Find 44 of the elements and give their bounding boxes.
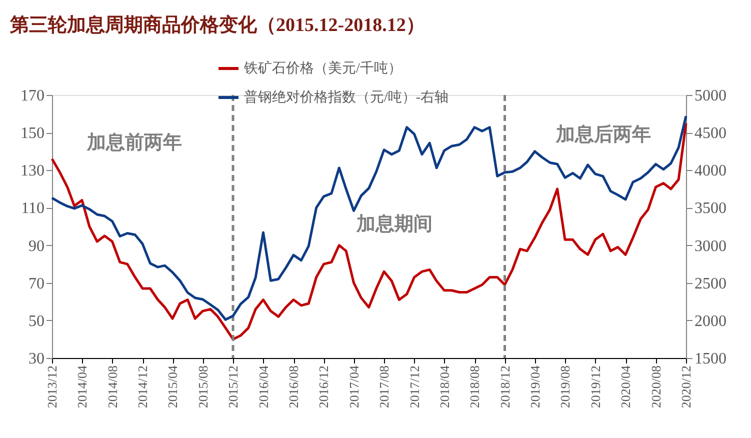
x-tick-label: 2016/12 (316, 366, 332, 408)
y2-tick-label: 2000 (694, 312, 726, 330)
x-tick-label: 2020/04 (618, 365, 633, 408)
y2-tick-label: 3500 (694, 200, 726, 218)
y2-tick-label: 5000 (694, 88, 726, 104)
x-tick-label: 2018/04 (436, 365, 452, 408)
x-tick-label: 2017/08 (376, 366, 392, 408)
y2-tick-label: 2500 (694, 275, 726, 292)
x-tick-label: 2019/12 (588, 366, 603, 408)
x-tick-label: 2019/04 (527, 365, 542, 408)
x-tick-label: 2015/08 (195, 366, 210, 408)
legend-label: 铁矿石价格（美元/千吨） (243, 60, 402, 76)
y-tick-label: 50 (28, 312, 44, 330)
y2-tick-label: 1500 (694, 350, 726, 368)
annotation: 加息期间 (355, 212, 432, 235)
x-tick-label: 2014/04 (74, 365, 90, 408)
x-tick-label: 2018/12 (497, 366, 512, 408)
y-tick-label: 90 (28, 238, 44, 255)
y-tick-label: 150 (20, 125, 44, 142)
x-tick-label: 2017/12 (406, 366, 422, 408)
legend-label: 普钢绝对价格指数（元/吨）-右轴 (244, 88, 449, 106)
x-tick-label: 2015/12 (226, 366, 240, 408)
x-tick-label: 2017/04 (346, 365, 362, 408)
x-tick-label: 2013/12 (44, 366, 60, 408)
chart-title: 第三轮加息周期商品价格变化（2015.12-2018.12） (9, 14, 425, 36)
x-tick-label: 2019/08 (558, 366, 572, 408)
x-tick-label: 2016/04 (256, 365, 271, 408)
x-tick-label: 2015/04 (165, 365, 180, 408)
x-tick-label: 2020/12 (678, 366, 694, 408)
y-tick-label: 30 (28, 350, 44, 368)
y-tick-label: 110 (21, 200, 44, 218)
y-tick-label: 130 (20, 162, 44, 180)
y2-tick-label: 4000 (694, 162, 726, 180)
y2-tick-label: 4500 (694, 125, 726, 142)
y-tick-label: 170 (20, 88, 44, 104)
y-tick-label: 70 (28, 275, 44, 292)
y2-tick-label: 3000 (694, 238, 726, 255)
x-tick-label: 2014/12 (135, 366, 150, 408)
x-tick-label: 2018/08 (467, 366, 482, 408)
x-tick-label: 2020/08 (648, 366, 664, 408)
annotation: 加息前两年 (86, 131, 182, 154)
annotation: 加息后两年 (555, 123, 652, 146)
x-tick-label: 2016/08 (286, 366, 301, 408)
x-tick-label: 2014/08 (104, 366, 120, 408)
